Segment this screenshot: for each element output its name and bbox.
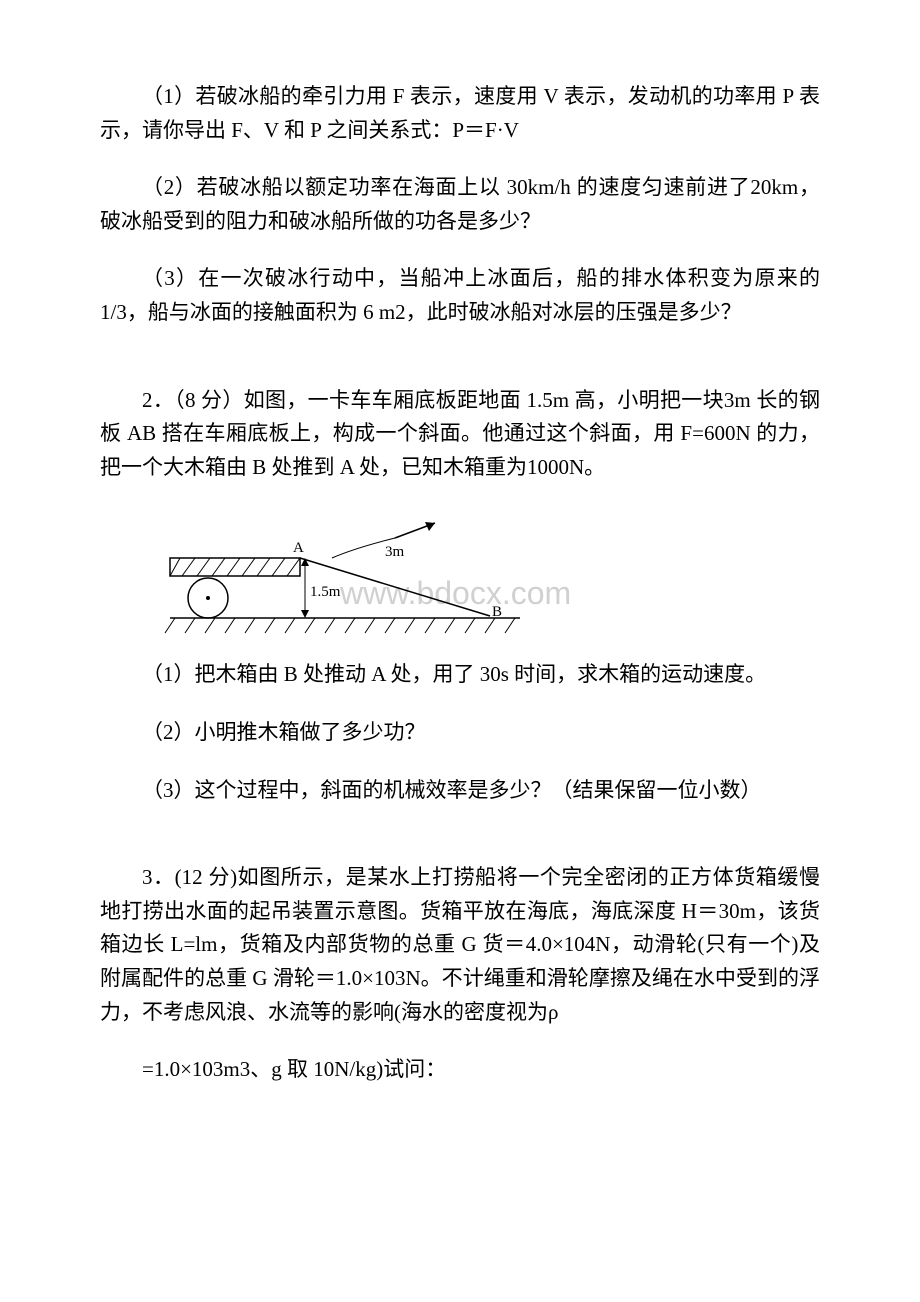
label-B: B bbox=[492, 604, 502, 620]
paragraph-q3-cont: =1.0×103m3、g 取 10N/kg)试问： bbox=[100, 1053, 820, 1087]
inclined-plane-diagram: www.bdocx.com bbox=[160, 508, 820, 638]
label-3m: 3m bbox=[385, 544, 405, 560]
paragraph-q2-3: （3）这个过程中，斜面的机械效率是多少？（结果保留一位小数） bbox=[100, 774, 820, 808]
truck-bed bbox=[170, 558, 300, 576]
paragraph-q1-3: （3）在一次破冰行动中，当船冲上冰面后，船的排水体积变为原来的 1/3，船与冰面… bbox=[100, 262, 820, 329]
paragraph-q3-intro: 3．(12 分)如图所示，是某水上打捞船将一个完全密闭的正方体货箱缓慢地打捞出水… bbox=[100, 861, 820, 1029]
paragraph-q1-2: （2）若破冰船以额定功率在海面上以 30km/h 的速度匀速前进了20km，破冰… bbox=[100, 171, 820, 238]
paragraph-q2-intro: 2．（8 分）如图，一卡车车厢底板距地面 1.5m 高，小明把一块3m 长的钢板… bbox=[100, 384, 820, 485]
force-arrow bbox=[395, 522, 435, 538]
truck-wheel bbox=[188, 578, 228, 618]
ground-hatching bbox=[165, 618, 520, 633]
paragraph-q1-1: （1）若破冰船的牵引力用 F 表示，速度用 V 表示，发动机的功率用 P 表示，… bbox=[100, 80, 820, 147]
paragraph-q2-1: （1）把木箱由 B 处推动 A 处，用了 30s 时间，求木箱的运动速度。 bbox=[100, 658, 820, 692]
paragraph-q2-2: （2）小明推木箱做了多少功？ bbox=[100, 716, 820, 750]
height-arrow bbox=[301, 558, 309, 618]
label-A: A bbox=[293, 540, 304, 556]
label-1-5m: 1.5m bbox=[310, 584, 341, 600]
